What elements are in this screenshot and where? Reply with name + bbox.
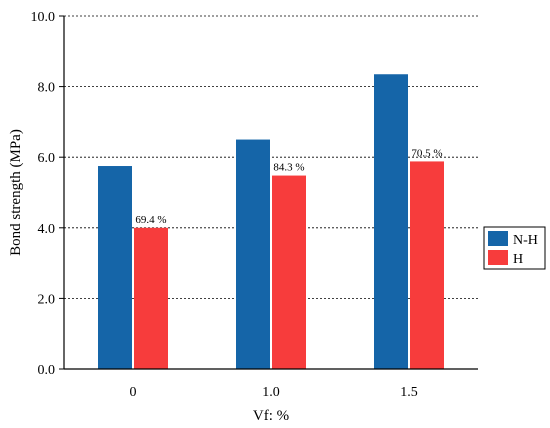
y-axis-title: Bond strength (MPa) <box>8 129 24 256</box>
ratio-label: 70.5 % <box>411 147 442 159</box>
y-tick-label: 6.0 <box>38 151 56 166</box>
data-labels: 69.4 % 84.3 % 70.5 % <box>135 147 442 225</box>
gridlines <box>64 15 478 299</box>
x-axis-title: Vf: % <box>253 408 289 424</box>
axes <box>63 16 478 370</box>
ratio-label: 69.4 % <box>135 214 166 226</box>
legend: N-H H <box>483 226 546 270</box>
bar-h-2 <box>410 161 444 369</box>
legend-label: H <box>513 252 523 267</box>
legend-swatch-h <box>488 250 508 265</box>
x-tick-label: 1.0 <box>262 385 280 400</box>
y-tick-label: 2.0 <box>38 292 56 307</box>
y-tick-label: 0.0 <box>38 363 56 378</box>
legend-swatch-n-h <box>488 231 508 246</box>
bar-n-h-0 <box>98 166 132 369</box>
y-tick-label: 4.0 <box>38 222 56 237</box>
bar-h-1 <box>272 175 306 369</box>
y-tick-label: 10.0 <box>31 10 56 25</box>
x-tick-label: 1.5 <box>400 385 418 400</box>
y-axis-ticks: 0.0 2.0 4.0 6.0 8.0 10.0 <box>31 10 64 378</box>
y-tick-label: 8.0 <box>38 81 56 96</box>
x-axis-ticks: 0 1.0 1.5 <box>130 385 418 400</box>
bar-h-0 <box>134 227 168 369</box>
bar-n-h-1 <box>236 139 270 369</box>
legend-label: N-H <box>513 233 538 248</box>
x-tick-label: 0 <box>130 385 137 400</box>
ratio-label: 84.3 % <box>273 162 304 174</box>
bars <box>98 74 444 370</box>
bar-n-h-2 <box>374 74 408 370</box>
